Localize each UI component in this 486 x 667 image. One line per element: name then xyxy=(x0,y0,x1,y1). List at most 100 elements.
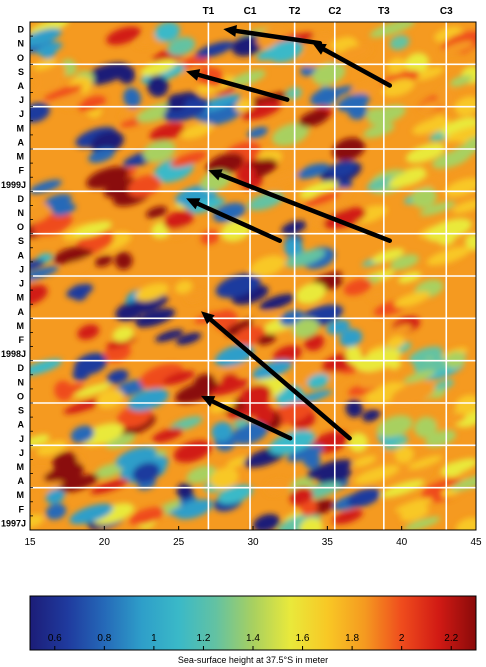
heatmap-cell xyxy=(210,379,250,396)
heatmap-cell xyxy=(465,233,476,251)
heatmap-cell xyxy=(289,486,314,506)
heatmap-cell xyxy=(84,62,129,85)
propagation-arrow xyxy=(201,311,352,441)
month-label: S xyxy=(18,236,24,246)
heatmap-cell xyxy=(404,516,441,530)
heatmap-cell xyxy=(94,255,113,267)
month-label: F xyxy=(19,335,25,345)
heatmap-cell xyxy=(414,416,438,438)
heatmap-cell xyxy=(30,434,50,448)
heatmap-cell xyxy=(369,288,386,300)
x-axis-ticks: 15 20 25 30 35 40 45 xyxy=(24,526,482,548)
heatmap-cell xyxy=(45,489,65,504)
month-label: O xyxy=(17,391,24,401)
heatmap-cell xyxy=(106,26,141,45)
heatmap-cell xyxy=(230,70,266,87)
heatmap-cell xyxy=(213,202,246,223)
heatmap-cell xyxy=(257,333,276,346)
heatmap-cell xyxy=(115,446,157,469)
heatmap-cell xyxy=(175,499,213,520)
colorbar-tick-label: 1.8 xyxy=(345,633,359,644)
heatmap-cell xyxy=(285,249,326,268)
heatmap-cell xyxy=(63,397,106,414)
month-label: N xyxy=(18,208,25,218)
propagation-arrow xyxy=(186,69,290,102)
heatmap-cell xyxy=(442,462,464,478)
heatmap-cell xyxy=(304,333,325,351)
month-label: J xyxy=(19,448,24,458)
heatmap-cell xyxy=(123,87,141,108)
heatmap-cell xyxy=(394,497,433,513)
month-label: A xyxy=(18,476,25,486)
heatmap-cell xyxy=(234,99,254,112)
heatmap-cell xyxy=(70,425,95,443)
site-label: C1 xyxy=(244,6,257,17)
heatmap-cell xyxy=(426,246,471,266)
heatmap-cell xyxy=(43,84,83,101)
month-label: A xyxy=(18,307,25,317)
heatmap-cell xyxy=(413,66,445,81)
heatmap-cell xyxy=(387,57,407,74)
heatmap-cell xyxy=(386,464,431,487)
site-label: C2 xyxy=(328,6,341,17)
heatmap-cell xyxy=(391,381,435,406)
heatmap-cell xyxy=(175,280,193,294)
heatmap-cell xyxy=(326,319,350,335)
month-label: 1999J xyxy=(1,180,26,190)
heatmap-cell xyxy=(353,465,400,485)
heatmap-cell xyxy=(163,210,194,230)
heatmap-cell xyxy=(86,166,130,190)
heatmap-cell xyxy=(30,468,52,489)
month-label: M xyxy=(17,490,25,500)
heatmap-cell xyxy=(94,463,124,479)
propagation-arrow xyxy=(223,25,323,46)
month-label: J xyxy=(19,279,24,289)
month-label: F xyxy=(19,504,25,514)
heatmap-cell xyxy=(232,418,249,428)
heatmap-cell xyxy=(30,179,62,194)
heatmap-cell xyxy=(30,266,59,283)
heatmap-cell xyxy=(263,169,308,187)
propagation-arrows xyxy=(186,25,393,441)
heatmap-cell xyxy=(295,283,326,304)
heatmap-cell xyxy=(296,163,330,179)
propagation-arrow xyxy=(208,169,393,243)
colorbar-tick-label: 1.4 xyxy=(246,633,260,644)
heatmap-cell xyxy=(112,326,134,342)
heatmap-cell xyxy=(441,40,474,55)
heatmap-cell xyxy=(92,503,135,525)
heatmap-cell xyxy=(336,179,353,191)
propagation-arrow xyxy=(201,395,293,441)
heatmap-cell xyxy=(310,87,341,106)
heatmap-cell xyxy=(114,251,133,270)
heatmap-cell xyxy=(61,249,93,263)
month-label: J xyxy=(19,109,24,119)
x-tick-label: 20 xyxy=(99,537,111,548)
heatmap-cell xyxy=(30,259,45,272)
heatmap-cell xyxy=(441,117,476,136)
month-labels: 1997JFMAMJJASOND1998JFMAMJJASOND1999JFMA… xyxy=(1,25,33,531)
heatmap-cell xyxy=(231,34,264,57)
month-label: A xyxy=(18,137,25,147)
heatmap-cell xyxy=(167,37,196,56)
heatmap-cell xyxy=(30,102,50,123)
heatmap-cell xyxy=(369,22,416,38)
heatmap-cell xyxy=(390,324,412,336)
colorbar-tick-label: 2 xyxy=(399,633,405,644)
colorbar-tick-label: 2.2 xyxy=(444,633,458,644)
propagation-arrow xyxy=(186,198,283,243)
heatmap-cell xyxy=(30,202,51,223)
heatmap-cell xyxy=(129,507,165,525)
heatmap-cell xyxy=(362,409,381,422)
heatmap-cell xyxy=(268,430,316,455)
heatmap-cell xyxy=(425,429,456,448)
month-label: M xyxy=(17,152,25,162)
gridlines xyxy=(30,22,476,530)
x-tick-label: 45 xyxy=(470,537,482,548)
heatmap-cell xyxy=(432,149,471,169)
heatmap-cell xyxy=(408,455,443,470)
heatmap-cell xyxy=(292,318,320,339)
heatmap-cell xyxy=(366,176,397,191)
heatmap-cell xyxy=(449,75,473,87)
heatmap-cell xyxy=(217,484,253,505)
